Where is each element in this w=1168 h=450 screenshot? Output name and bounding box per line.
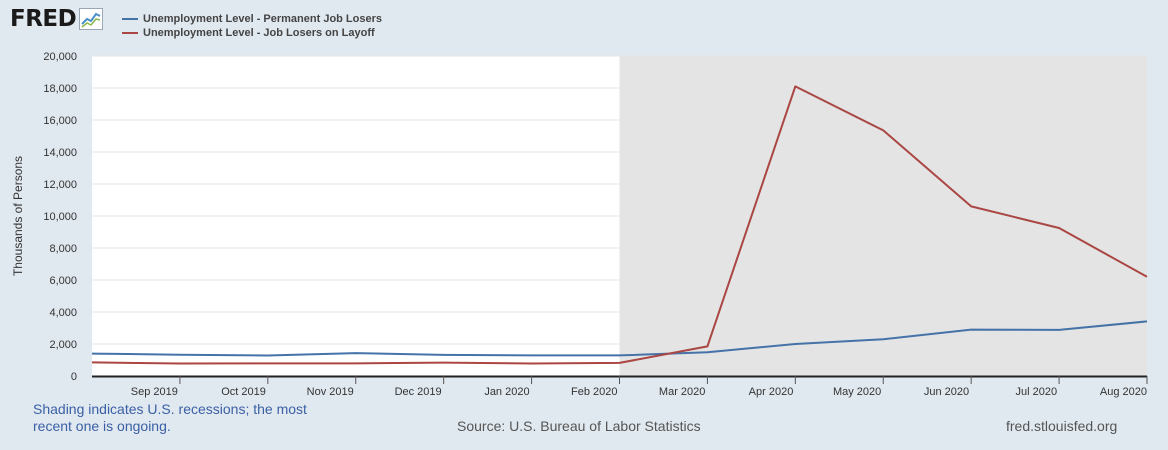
legend-item-layoff[interactable]: Unemployment Level - Job Losers on Layof… bbox=[122, 26, 382, 40]
y-tick-label: 8,000 bbox=[49, 243, 77, 255]
x-tick-label: Oct 2019 bbox=[221, 386, 266, 398]
x-tick-label: Jan 2020 bbox=[484, 386, 529, 398]
x-tick-label: Nov 2019 bbox=[307, 386, 354, 398]
y-tick-label: 10,000 bbox=[43, 211, 77, 223]
legend-item-permanent[interactable]: Unemployment Level - Permanent Job Loser… bbox=[122, 12, 382, 26]
y-tick-label: 6,000 bbox=[49, 275, 77, 287]
x-tick-label: Jun 2020 bbox=[924, 386, 969, 398]
x-tick-label: May 2020 bbox=[833, 386, 881, 398]
y-tick-label: 2,000 bbox=[49, 339, 77, 351]
y-tick-label: 18,000 bbox=[43, 83, 77, 95]
legend-swatch-layoff bbox=[122, 32, 138, 34]
x-tick-label: Mar 2020 bbox=[659, 386, 705, 398]
chart-legend: Unemployment Level - Permanent Job Loser… bbox=[122, 12, 382, 40]
x-tick-label: Feb 2020 bbox=[571, 386, 617, 398]
series-line-permanent bbox=[91, 320, 1148, 357]
y-tick-label: 12,000 bbox=[43, 179, 77, 191]
series-line-layoff bbox=[91, 85, 1148, 365]
y-tick-label: 14,000 bbox=[43, 147, 77, 159]
recession-note: Shading indicates U.S. recessions; the m… bbox=[33, 401, 307, 434]
y-tick-label: 20,000 bbox=[43, 51, 77, 63]
source-text: Source: U.S. Bureau of Labor Statistics bbox=[457, 418, 701, 434]
legend-swatch-permanent bbox=[122, 18, 138, 20]
legend-label-permanent: Unemployment Level - Permanent Job Loser… bbox=[143, 13, 383, 25]
fred-graph-icon bbox=[79, 8, 104, 30]
y-axis-title: Thousands of Persons bbox=[11, 156, 25, 276]
x-tick-label: Sep 2019 bbox=[131, 386, 178, 398]
y-tick-label: 4,000 bbox=[49, 307, 77, 319]
fred-logo-text: FRED bbox=[10, 6, 77, 32]
x-tick-label: Apr 2020 bbox=[749, 386, 794, 398]
x-tick-label: Dec 2019 bbox=[395, 386, 442, 398]
line-chart: 0 2,000 4,000 6,000 8,000 10,000 12,000 14,000 1… bbox=[11, 51, 1148, 398]
x-tick-label: Aug 2020 bbox=[1100, 386, 1147, 398]
site-url[interactable]: fred.stlouisfed.org bbox=[1006, 418, 1118, 434]
y-tick-label: 0 bbox=[71, 371, 77, 383]
y-tick-label: 16,000 bbox=[43, 115, 77, 127]
legend-label-layoff: Unemployment Level - Job Losers on Layof… bbox=[143, 27, 375, 39]
x-tick-label: Jul 2020 bbox=[1015, 386, 1057, 398]
fred-logo[interactable]: FRED bbox=[10, 6, 104, 32]
